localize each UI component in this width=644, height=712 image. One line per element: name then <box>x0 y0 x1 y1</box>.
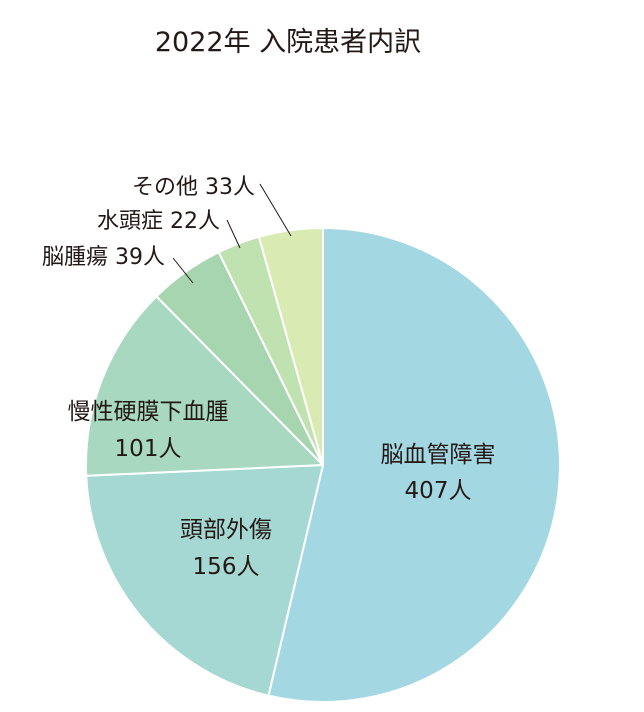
slice-label-頭部外傷: 頭部外傷 <box>180 517 272 543</box>
leader-line-水頭症 <box>226 219 241 249</box>
slice-value-頭部外傷: 156人 <box>193 554 260 580</box>
slice-label-水頭症: 水頭症 22人 <box>97 209 220 234</box>
slice-label-その他: その他 33人 <box>132 175 255 200</box>
pie-slice-その他 <box>257 227 324 466</box>
leader-line-その他 <box>259 183 292 237</box>
pie-slice-脳血管障害 <box>267 227 561 703</box>
slice-value-脳血管障害: 407人 <box>405 478 472 504</box>
pie-slice-頭部外傷 <box>85 464 324 697</box>
chart-title: 2022年 入院患者内訳 <box>155 27 421 58</box>
leader-line-脳腫瘍 <box>172 257 194 284</box>
leader-lines <box>172 183 292 284</box>
pie-slices <box>85 227 561 703</box>
slice-label-慢性硬膜下血腫: 慢性硬膜下血腫 <box>68 399 229 425</box>
pie-slice-慢性硬膜下血腫 <box>85 295 324 477</box>
slice-label-脳腫瘍: 脳腫瘍 39人 <box>42 245 165 270</box>
slice-label-脳血管障害: 脳血管障害 <box>381 442 496 468</box>
slice-value-慢性硬膜下血腫: 101人 <box>115 436 182 462</box>
